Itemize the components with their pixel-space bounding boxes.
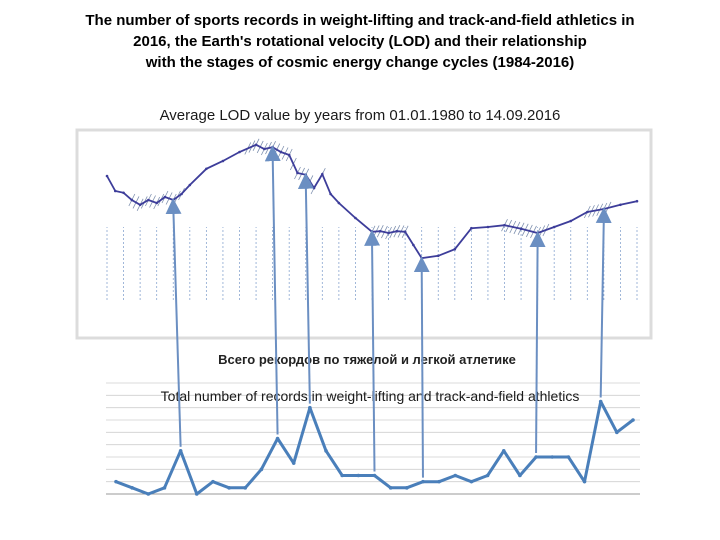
link-arrow (264, 145, 281, 435)
lod-data-point (569, 219, 573, 223)
link-arrow (529, 231, 546, 454)
records-data-point (405, 486, 409, 490)
lod-data-point (312, 186, 316, 190)
records-data-point (227, 486, 231, 490)
records-data-point (421, 479, 425, 484)
lod-data-point (354, 216, 357, 220)
records-data-point (615, 430, 619, 435)
records-data-point (388, 486, 393, 490)
records-data-point (211, 479, 215, 484)
link-arrow (165, 198, 182, 447)
records-data-point (598, 399, 603, 404)
link-arrow (364, 229, 381, 472)
lod-data-point (287, 153, 291, 157)
records-data-point (178, 449, 183, 453)
records-data-point (130, 486, 134, 490)
records-data-point (534, 455, 538, 459)
records-data-point (114, 479, 118, 484)
records-data-point (275, 436, 280, 441)
lod-overlay-text: Всего рекордов по тяжелой и легкой атлет… (218, 352, 516, 367)
lod-data-point (113, 189, 117, 193)
lod-data-point (321, 172, 324, 176)
lod-data-point (503, 223, 506, 227)
records-data-point (356, 473, 361, 478)
records-data-point (501, 449, 506, 453)
lod-data-point (254, 143, 258, 147)
records-data-point (243, 486, 248, 490)
link-arrow (297, 172, 314, 404)
lod-data-point (105, 174, 109, 178)
lod-data-point (619, 203, 622, 207)
lod-data-point (171, 198, 175, 202)
lod-data-point (536, 231, 539, 235)
lod-data-point (395, 229, 399, 233)
lod-data-point (552, 225, 556, 229)
lod-data-point (296, 171, 299, 175)
lod-data-point (221, 159, 225, 163)
records-data-point (485, 473, 490, 478)
title-line-1: The number of sports records in weight-l… (85, 12, 635, 29)
lod-data-point (420, 256, 423, 260)
lod-data-point (370, 230, 374, 234)
lod-data-point (180, 192, 183, 196)
lod-data-point (586, 210, 589, 214)
connecting-arrows (165, 145, 612, 478)
link-arrow (413, 256, 430, 478)
records-data-point (469, 479, 474, 484)
lod-data-point (205, 167, 208, 171)
lod-data-point (147, 198, 150, 202)
lod-data-point (279, 150, 283, 154)
lod-data-point (635, 199, 639, 203)
title-line-3: with the stages of cosmic energy change … (145, 54, 575, 71)
lod-chart-title: Average LOD value by years from 01.01.19… (159, 107, 561, 124)
records-data-point (582, 479, 587, 484)
lod-data-point (337, 201, 341, 205)
records-data-point (437, 479, 441, 484)
lod-data-point (271, 145, 274, 149)
lod-data-point (138, 203, 142, 207)
lod-data-point (304, 173, 308, 177)
lod-data-point (412, 243, 415, 247)
lod-data-point (188, 183, 192, 187)
records-data-point (340, 473, 344, 478)
lod-data-point (130, 198, 134, 202)
records-data-point (259, 467, 264, 472)
records-data-point (291, 461, 296, 465)
lod-data-point (387, 231, 390, 235)
figure-title: The number of sports records in weight-l… (0, 10, 720, 73)
lod-panel (75, 128, 653, 340)
lod-data-point (453, 247, 457, 251)
records-chart-title: Total number of records in weight-liftin… (161, 388, 580, 404)
lod-data-point (238, 150, 241, 154)
records-data-point (194, 492, 199, 496)
records-data-point (631, 418, 635, 422)
records-data-point (162, 486, 167, 490)
lod-data-point (470, 226, 473, 230)
records-data-point (453, 473, 458, 478)
lod-data-point (155, 201, 158, 205)
link-arrow (595, 207, 612, 398)
lod-data-point (122, 191, 125, 195)
lod-data-point (403, 230, 407, 234)
lod-data-point (263, 147, 266, 151)
records-data-point (324, 449, 328, 453)
records-data-point (372, 473, 377, 478)
records-data-point (308, 405, 312, 410)
records-data-point (518, 473, 522, 478)
lod-data-point (602, 207, 606, 211)
lod-data-point (519, 227, 523, 231)
records-data-point (566, 455, 571, 459)
lod-data-point (163, 195, 167, 199)
title-line-2: 2016, the Earth's rotational velocity (L… (133, 33, 587, 50)
lod-data-point (329, 192, 332, 196)
records-data-point (550, 455, 555, 459)
lod-data-point (436, 254, 440, 258)
lod-data-point (378, 229, 382, 233)
records-chart (106, 382, 640, 496)
lod-data-point (486, 225, 490, 229)
records-data-point (146, 492, 151, 496)
